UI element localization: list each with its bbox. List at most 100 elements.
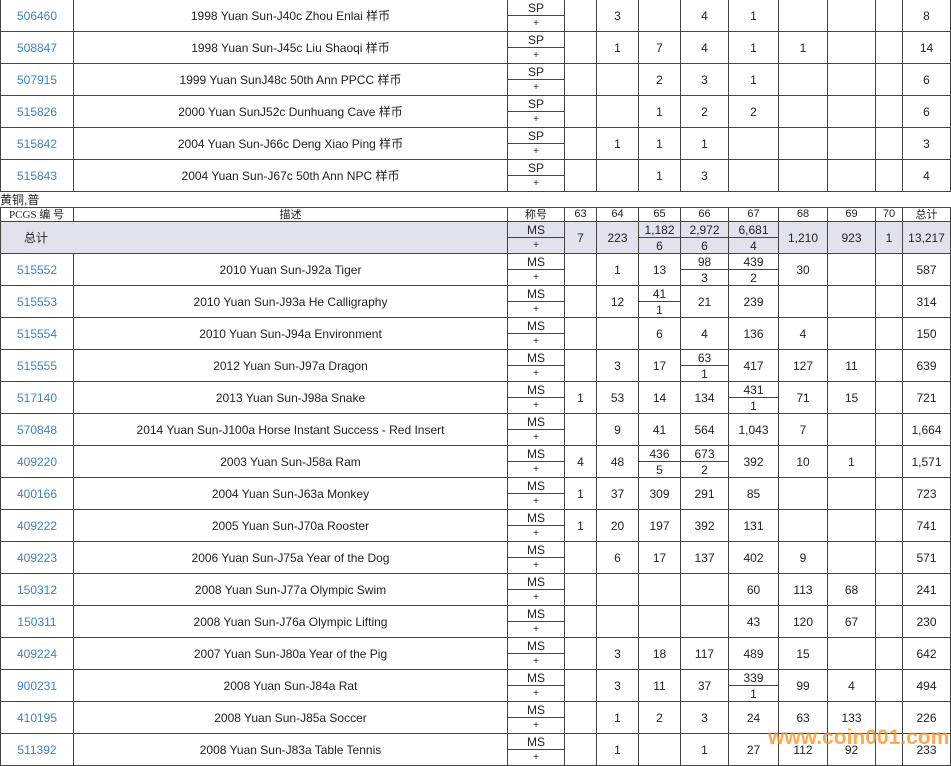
- description: 2004 Yuan Sun-J63a Monkey: [74, 478, 508, 510]
- count-cell: [729, 222, 779, 254]
- count: 137: [681, 542, 729, 574]
- count: 1: [597, 734, 639, 766]
- count: 239: [729, 286, 779, 318]
- pcgs-id[interactable]: 400166: [1, 478, 74, 510]
- pcgs-id[interactable]: 150312: [1, 574, 74, 606]
- count: [828, 638, 876, 670]
- pcgs-id[interactable]: 515826: [1, 96, 74, 128]
- count-top: 673: [681, 446, 728, 462]
- total: 150: [903, 318, 951, 350]
- pcgs-id[interactable]: 409223: [1, 542, 74, 574]
- count: [876, 64, 903, 96]
- count: [828, 254, 876, 286]
- pcgs-id[interactable]: 515555: [1, 350, 74, 382]
- count: [597, 160, 639, 192]
- designation: MS: [508, 382, 565, 398]
- pcgs-id[interactable]: 515842: [1, 128, 74, 160]
- count: 2: [639, 64, 681, 96]
- count: [828, 128, 876, 160]
- plus: +: [508, 654, 565, 670]
- description: 2004 Yuan Sun-J66c Deng Xiao Ping 样币: [74, 128, 508, 160]
- pcgs-id[interactable]: 410195: [1, 702, 74, 734]
- count: 1: [681, 128, 729, 160]
- count: [779, 96, 828, 128]
- count: [876, 254, 903, 286]
- pcgs-id[interactable]: 507915: [1, 64, 74, 96]
- count: [876, 128, 903, 160]
- row-bg: [0, 574, 951, 606]
- pcgs-id[interactable]: 515553: [1, 286, 74, 318]
- plus: +: [508, 176, 565, 192]
- count: 4: [828, 670, 876, 702]
- count: [565, 32, 597, 64]
- count: 85: [729, 478, 779, 510]
- count: 7: [779, 414, 828, 446]
- count: 41: [639, 414, 681, 446]
- count: 1: [639, 160, 681, 192]
- count: 1: [729, 0, 779, 32]
- count: 17: [639, 350, 681, 382]
- count-cell: [639, 446, 681, 478]
- watermark: www.coin001.com: [768, 726, 950, 749]
- pcgs-id[interactable]: 409224: [1, 638, 74, 670]
- header-description: 描述: [74, 207, 508, 222]
- pcgs-id[interactable]: 515843: [1, 160, 74, 192]
- total: 6: [903, 64, 951, 96]
- count: 127: [779, 350, 828, 382]
- count: [828, 0, 876, 32]
- pcgs-id[interactable]: 517140: [1, 382, 74, 414]
- count: 10: [779, 446, 828, 478]
- count: 7: [565, 222, 597, 254]
- pcgs-id[interactable]: 409222: [1, 510, 74, 542]
- description: 2010 Yuan Sun-J93a He Calligraphy: [74, 286, 508, 318]
- designation: MS: [508, 254, 565, 270]
- pcgs-id[interactable]: 150311: [1, 606, 74, 638]
- pcgs-id[interactable]: 511392: [1, 734, 74, 766]
- count: [597, 574, 639, 606]
- count: 489: [729, 638, 779, 670]
- pcgs-id[interactable]: 409220: [1, 446, 74, 478]
- count: 37: [681, 670, 729, 702]
- count: [876, 414, 903, 446]
- count: 392: [729, 446, 779, 478]
- count: [565, 0, 597, 32]
- count: 1: [565, 510, 597, 542]
- description: 2010 Yuan Sun-J94a Environment: [74, 318, 508, 350]
- count: [639, 574, 681, 606]
- plus: +: [508, 590, 565, 606]
- row-bg: [0, 222, 951, 254]
- header-bg: [0, 207, 951, 222]
- count: 1: [639, 128, 681, 160]
- designation: MS: [508, 414, 565, 430]
- count: [876, 542, 903, 574]
- count: [565, 64, 597, 96]
- pcgs-id[interactable]: 900231: [1, 670, 74, 702]
- count-top: 2,972: [681, 222, 728, 238]
- count: 309: [639, 478, 681, 510]
- count: 131: [729, 510, 779, 542]
- count-cell: [729, 382, 779, 414]
- count-bottom: 1: [750, 686, 757, 701]
- count: [565, 286, 597, 318]
- header-grade: 70: [876, 207, 903, 222]
- designation: MS: [508, 222, 565, 238]
- plus: +: [508, 144, 565, 160]
- count: [565, 542, 597, 574]
- count: [828, 32, 876, 64]
- count: 6: [639, 318, 681, 350]
- row-bg: [0, 638, 951, 670]
- count: 4: [779, 318, 828, 350]
- count: [828, 286, 876, 318]
- count-bottom: 3: [701, 270, 708, 285]
- pcgs-id[interactable]: 570848: [1, 414, 74, 446]
- count: [779, 160, 828, 192]
- count-top: 41: [639, 286, 680, 302]
- pcgs-id[interactable]: 515554: [1, 318, 74, 350]
- pcgs-id[interactable]: 506460: [1, 0, 74, 32]
- row-bg: [0, 542, 951, 574]
- count: [828, 160, 876, 192]
- pcgs-id[interactable]: 515552: [1, 254, 74, 286]
- pcgs-id[interactable]: 508847: [1, 32, 74, 64]
- count: 3: [681, 160, 729, 192]
- count-cell: [639, 286, 681, 318]
